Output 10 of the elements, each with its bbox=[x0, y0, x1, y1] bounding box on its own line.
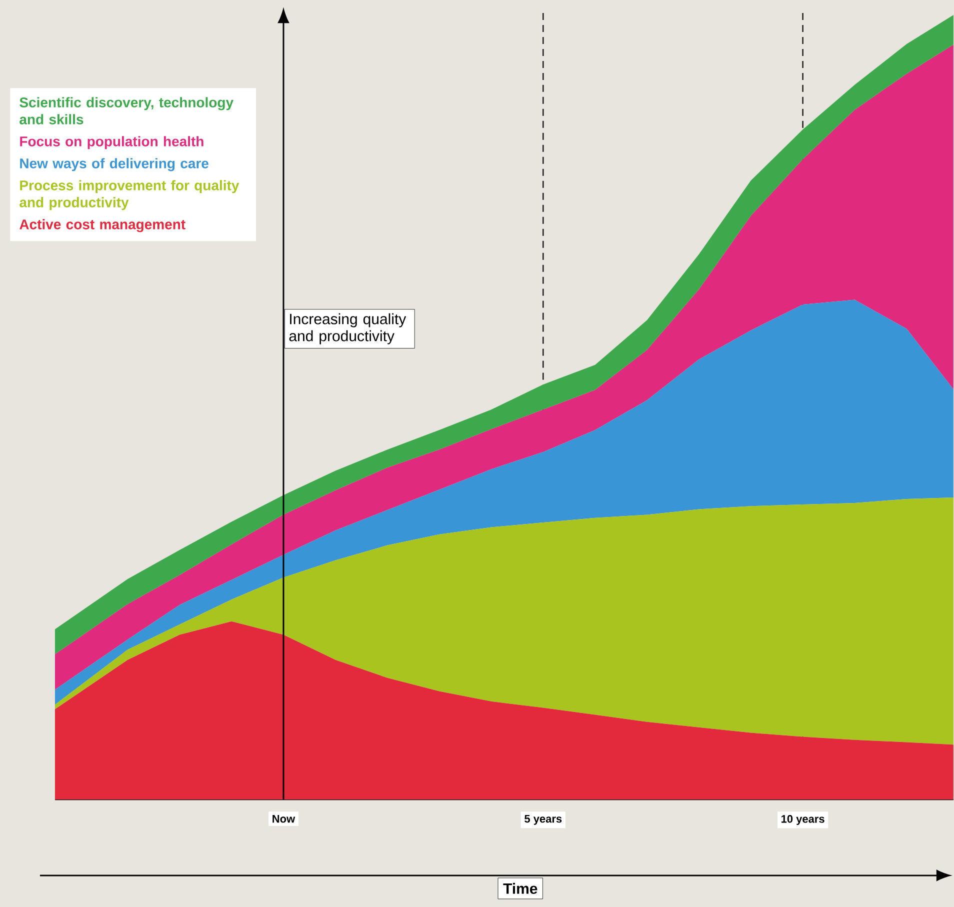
text: Scientific discovery, technology and skills bbox=[20, 96, 234, 124]
y-axis-title: Increasing quality and productivity bbox=[289, 313, 406, 344]
x-tick-label: 5 years bbox=[524, 814, 562, 825]
text: Focus on population health bbox=[20, 136, 204, 149]
text: Active cost management bbox=[20, 218, 186, 232]
text: Process improvement for quality and productivity bbox=[20, 180, 240, 210]
x-tick-label: 10 years bbox=[781, 814, 824, 825]
text: New ways of delivering care bbox=[20, 158, 208, 171]
x-tick-label: Now bbox=[272, 814, 296, 822]
x-axis-title: Time bbox=[503, 882, 538, 894]
